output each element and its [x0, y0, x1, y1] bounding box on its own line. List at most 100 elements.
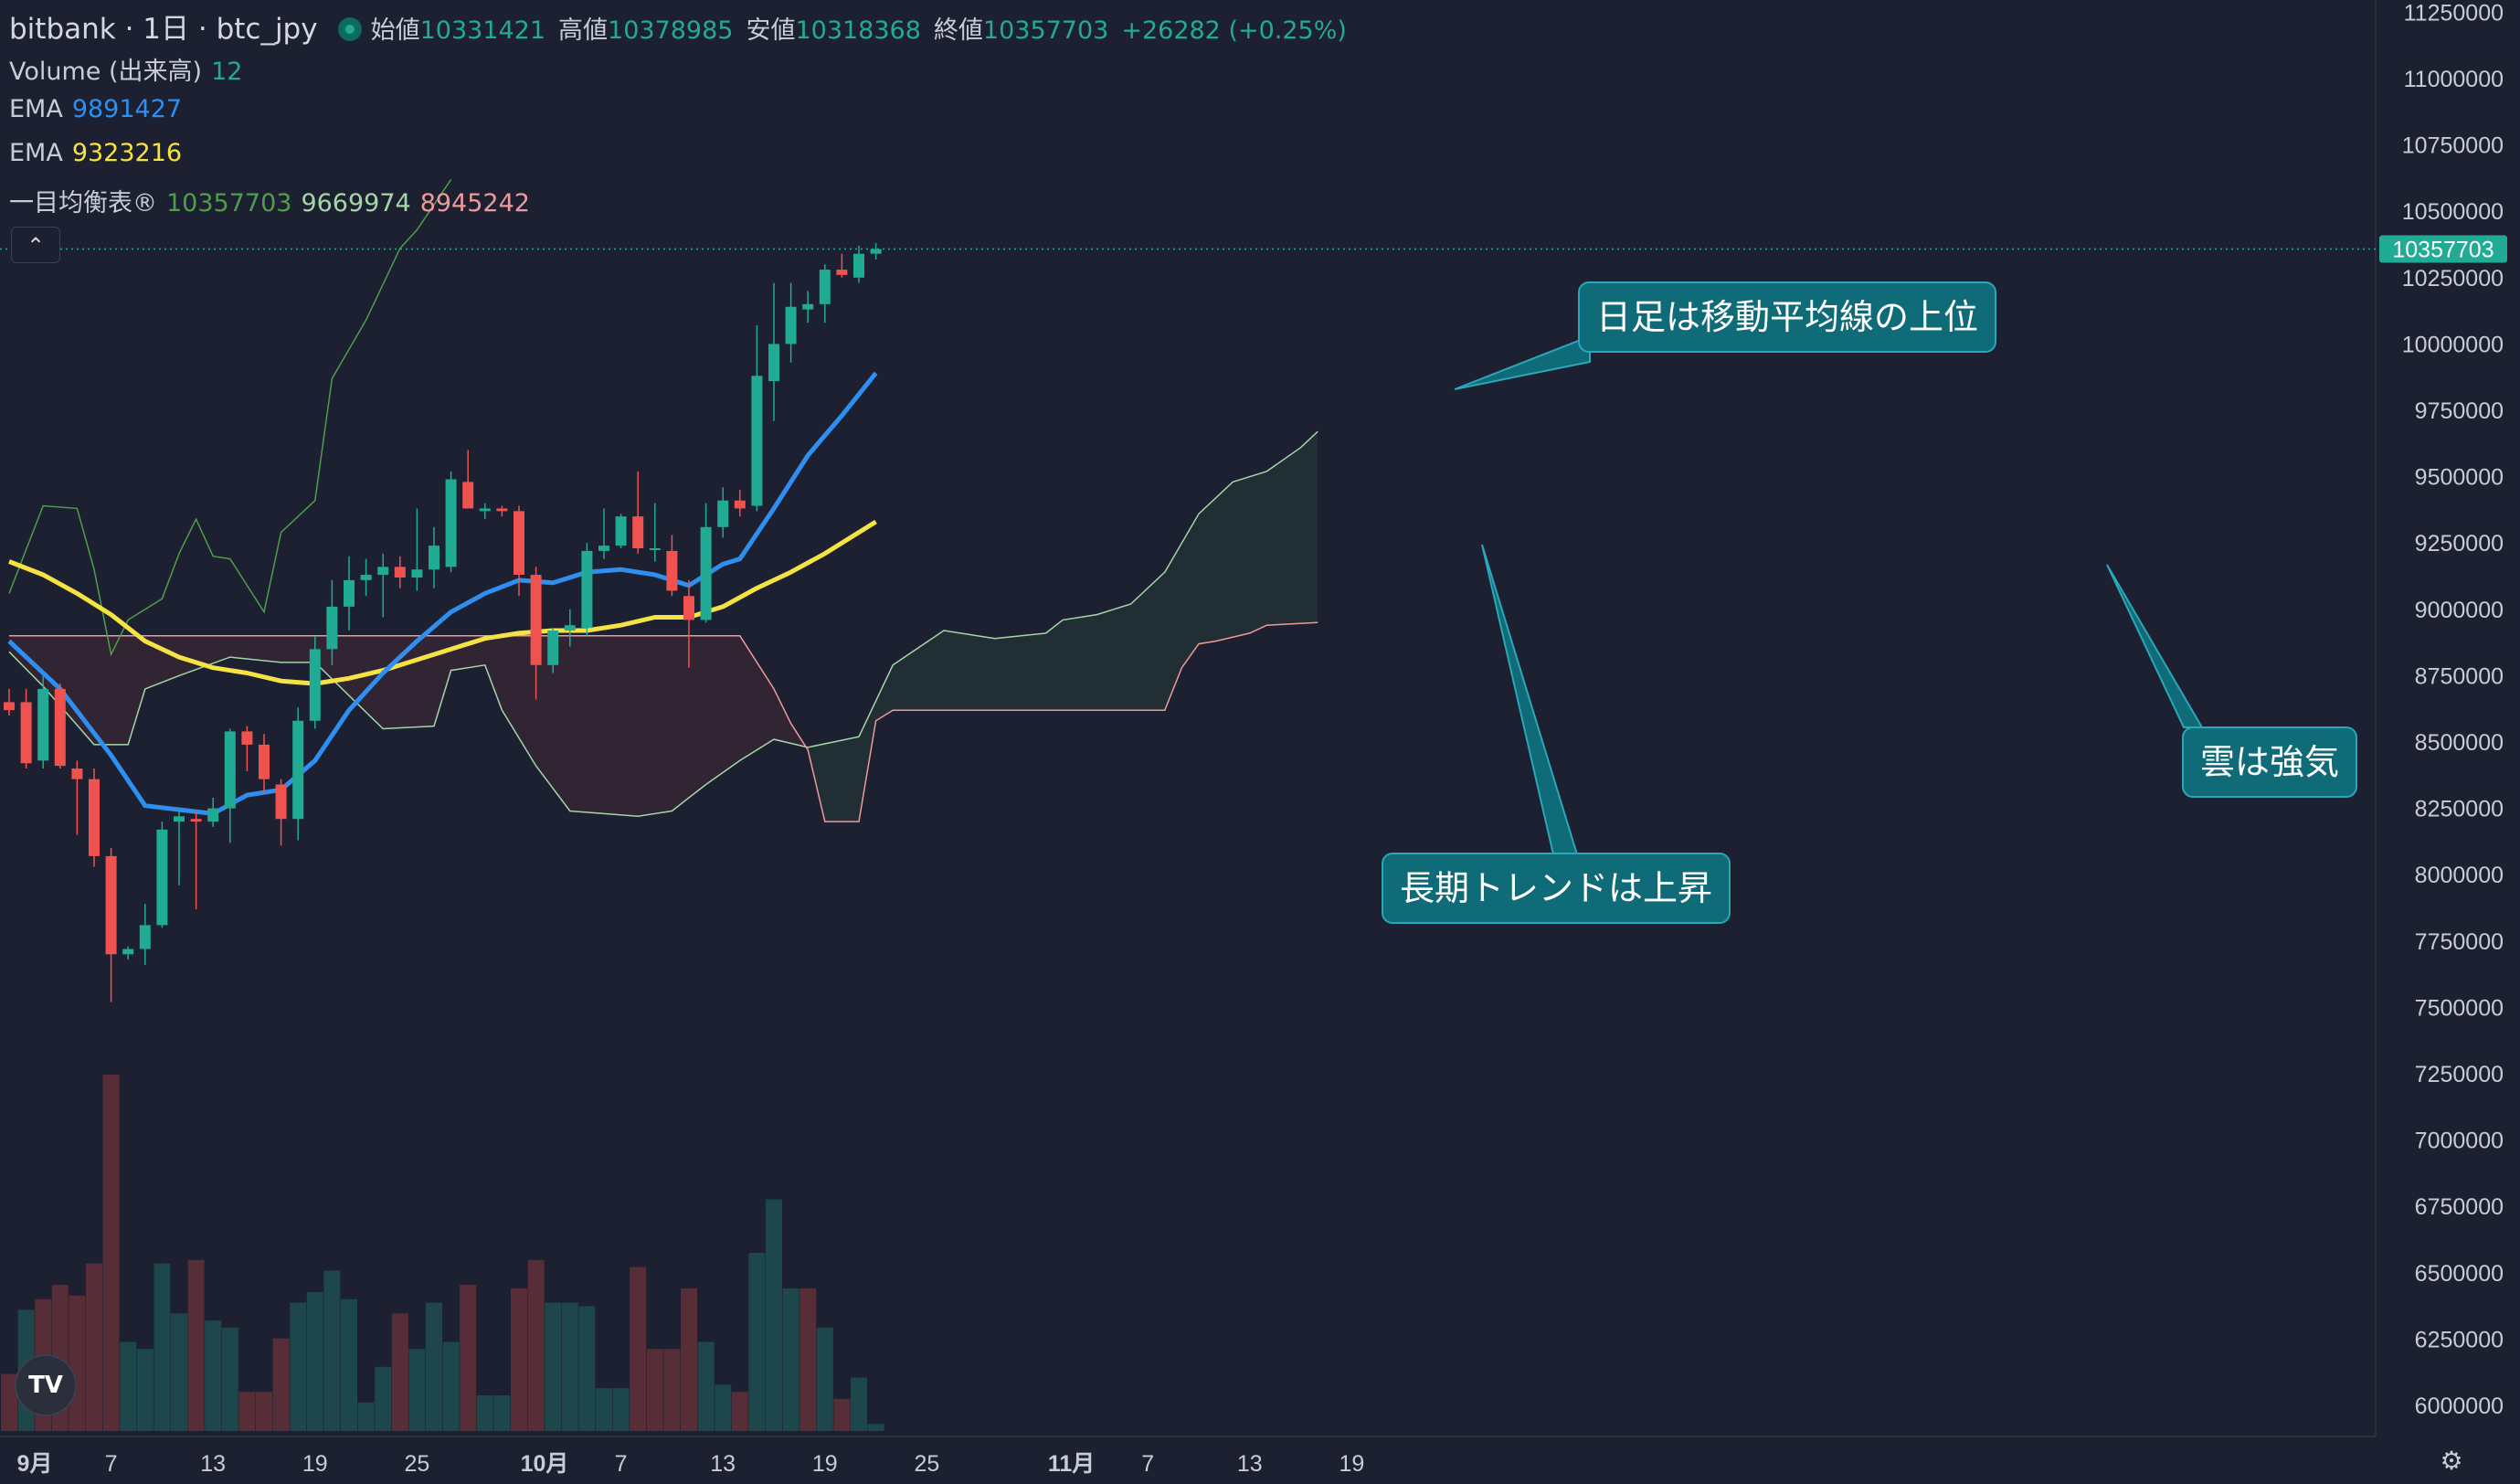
candle [394, 556, 406, 588]
candle [429, 526, 439, 588]
candle [581, 543, 593, 636]
candle-body [768, 344, 779, 382]
candle-body [785, 306, 797, 344]
annotation-cloud-bullish[interactable]: 雲は強気 [2182, 726, 2358, 798]
candle [20, 688, 32, 769]
price-tick-label: 9750000 [2415, 398, 2504, 424]
candle [241, 726, 253, 771]
volume-bar [545, 1302, 562, 1431]
ema-slow-value: 9323216 [71, 139, 183, 167]
candle [564, 609, 576, 647]
candle [259, 734, 270, 793]
candle-body [514, 511, 524, 576]
price-tick-label: 6250000 [2415, 1327, 2504, 1352]
volume-bar [272, 1338, 290, 1431]
candle [496, 505, 508, 517]
ema-fast-value: 9891427 [71, 95, 183, 123]
volume-bar [136, 1349, 154, 1431]
price-tick-label: 9250000 [2415, 531, 2504, 556]
price-tick-label: 7250000 [2415, 1062, 2504, 1087]
candle-body [224, 731, 236, 809]
candle-body [649, 548, 661, 551]
volume-bar [391, 1313, 408, 1431]
candle-body [717, 500, 729, 527]
candle [4, 688, 15, 716]
candle-body [344, 579, 355, 607]
price-tick-label: 8500000 [2415, 730, 2504, 756]
symbol-title[interactable]: bitbank · 1日 · btc_jpy [9, 13, 318, 46]
candle [819, 264, 831, 323]
candle [411, 508, 423, 591]
time-axis: 9月 7 13 19 25 10月 7 13 19 25 11月 7 13 19 [17, 1451, 1365, 1477]
price-tick-label: 10000000 [2402, 332, 2504, 357]
volume-bar [799, 1288, 817, 1431]
ema-fast-label: EMA [9, 95, 63, 123]
candles [4, 243, 882, 1002]
tradingview-logo-icon[interactable]: TV [15, 1354, 77, 1416]
candle [479, 503, 491, 520]
candle-body [870, 249, 882, 254]
candle-body [802, 303, 814, 310]
candle [649, 503, 661, 562]
candle [717, 487, 729, 538]
volume-bar [715, 1384, 732, 1431]
candle [207, 797, 219, 827]
volume-bar [205, 1320, 222, 1431]
annotation-long-term-up[interactable]: 長期トレンドは上昇 [1382, 853, 1731, 924]
time-tick-label: 7 [1141, 1451, 1154, 1477]
candle-body [819, 270, 831, 304]
time-tick-label: 13 [1237, 1451, 1263, 1477]
volume-bar [171, 1313, 187, 1431]
price-tick-label: 8250000 [2415, 797, 2504, 822]
volume-bar [748, 1253, 766, 1431]
candle [156, 822, 168, 928]
volume-bar [561, 1302, 578, 1431]
price-badge [2379, 235, 2507, 263]
ichimoku-value-3: 8945242 [419, 189, 530, 217]
candle-body [734, 500, 746, 509]
volume-bar [630, 1267, 647, 1431]
volume-bar [578, 1306, 596, 1431]
ema-slow-line [8, 519, 877, 686]
ichimoku-legend[interactable]: 一目均衡表® 10357703 9669974 8945242 [9, 183, 539, 218]
annotation-daily-above-ma[interactable]: 日足は移動平均線の上位 [1578, 281, 1997, 353]
candle [632, 471, 644, 554]
gear-icon[interactable]: ⚙ [2440, 1446, 2463, 1476]
candle-body [360, 575, 372, 580]
price-tick-label: 10250000 [2402, 266, 2504, 292]
candle [309, 635, 321, 729]
candle [292, 707, 304, 841]
ema-slow-legend[interactable]: EMA 9323216 [9, 139, 191, 167]
volume-bar [612, 1388, 630, 1431]
collapse-legend-button[interactable]: ⌃ [11, 227, 60, 263]
candle-body [156, 829, 168, 926]
candle [122, 946, 134, 960]
candle-body [275, 784, 287, 820]
candle-body [666, 550, 678, 591]
volume-bar [697, 1341, 715, 1431]
volume-bar [867, 1424, 884, 1431]
candle-body [683, 596, 694, 620]
volume-bar [460, 1285, 477, 1431]
ema-slow-label: EMA [9, 139, 63, 167]
candle-body [598, 546, 609, 551]
candle [530, 567, 542, 700]
volume-bar [341, 1298, 357, 1431]
candle-body [54, 688, 66, 767]
volume-legend[interactable]: Volume (出来高) 12 [9, 51, 251, 87]
candle [700, 503, 712, 623]
open-value: 10331421 [419, 16, 546, 45]
candle [190, 811, 202, 909]
ema-fast-legend[interactable]: EMA 9891427 [9, 95, 191, 123]
candle [853, 245, 864, 283]
volume-bar [290, 1302, 307, 1431]
volume-bar [476, 1395, 493, 1431]
volume-bar [766, 1199, 782, 1431]
ichimoku-label: 一目均衡表® [9, 189, 157, 217]
candle-body [751, 376, 763, 506]
price-tick-label: 9500000 [2415, 465, 2504, 491]
candle [751, 325, 763, 512]
candle-body [564, 625, 576, 631]
